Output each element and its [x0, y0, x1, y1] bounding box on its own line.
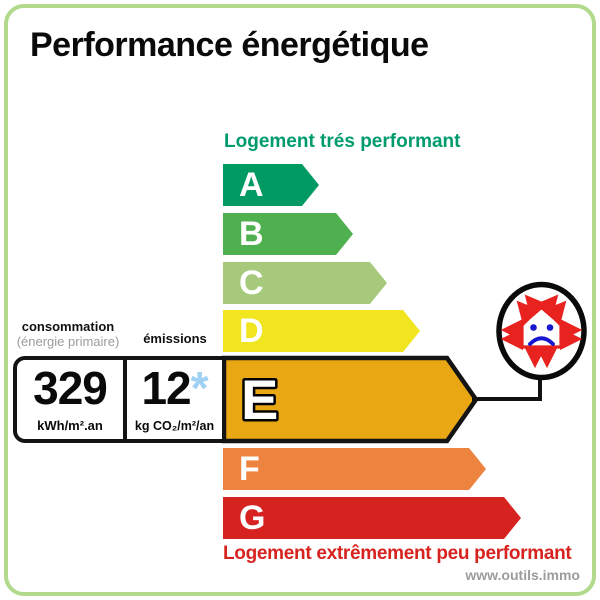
emissions-value: 12*	[141, 362, 209, 415]
bar-class-f: F	[223, 448, 486, 490]
consumption-cell: 329 kWh/m².an	[17, 360, 123, 439]
bar-class-d: D	[223, 310, 420, 352]
emissions-asterisk: *	[190, 362, 209, 414]
bar-class-e: E	[221, 355, 479, 444]
emissions-unit: kg CO₂/m²/an	[134, 419, 215, 433]
watermark-text: www.outils.immo	[465, 567, 580, 583]
values-box: 329 kWh/m².an 12* kg CO₂/m²/an	[13, 356, 226, 443]
bar-class-c: C	[223, 262, 387, 304]
bar-class-b-letter: B	[239, 215, 264, 253]
bar-class-c-letter: C	[239, 264, 264, 302]
bar-class-f-letter: F	[239, 450, 260, 488]
page-title: Performance énergétique	[30, 26, 429, 64]
consumption-label: consommation	[21, 319, 115, 334]
connector-line-vertical	[538, 377, 542, 401]
emissions-label: émissions	[143, 331, 207, 346]
bar-class-d-letter: D	[239, 312, 264, 350]
top-performance-label: Logement trés performant	[224, 131, 461, 152]
sad-face	[528, 324, 555, 346]
sad-house-heat-loss-icon	[496, 281, 587, 381]
bottom-performance-label: Logement extrêmement peu performant	[223, 543, 572, 564]
bar-class-a: A	[223, 164, 319, 206]
bar-class-g-letter: G	[239, 499, 266, 537]
heat-loss-arrows	[500, 294, 583, 369]
bar-class-a-letter: A	[239, 166, 264, 204]
consumption-unit: kWh/m².an	[37, 418, 103, 433]
bar-class-e-letter: E	[241, 368, 278, 431]
consumption-sublabel: (énergie primaire)	[16, 334, 120, 349]
connector-line-horizontal	[472, 397, 542, 401]
consumption-value: 329	[33, 362, 108, 414]
bar-class-b: B	[223, 213, 353, 255]
emissions-cell: 12* kg CO₂/m²/an	[123, 360, 222, 439]
emissions-number: 12	[141, 362, 191, 414]
bar-class-g: G	[223, 497, 521, 539]
